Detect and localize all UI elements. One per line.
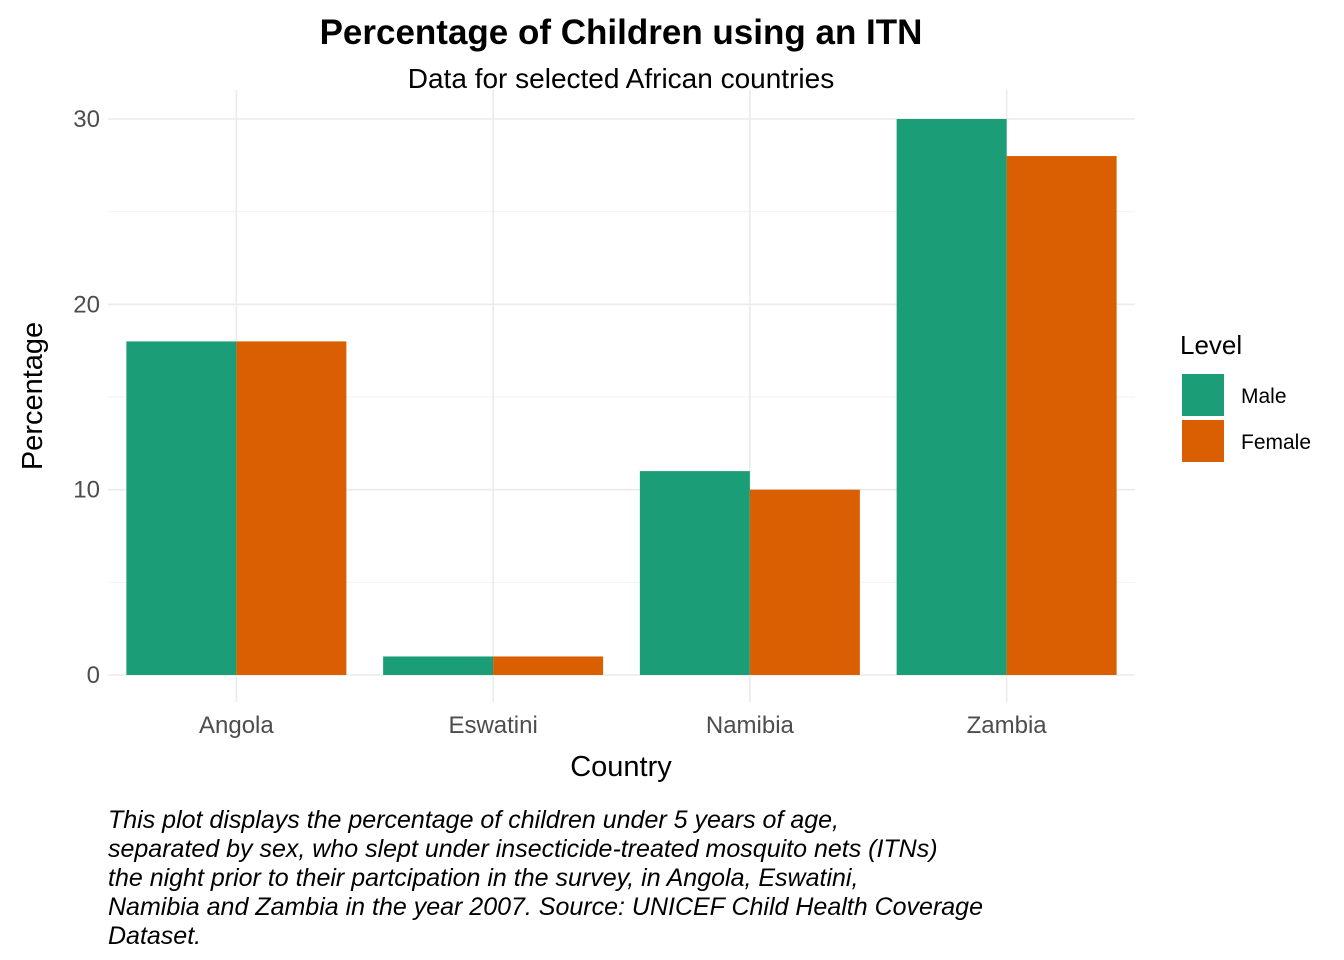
- bar-zambia-male: [896, 119, 1007, 675]
- y-tick-label: 30: [73, 106, 100, 133]
- legend: Level Male Female: [1180, 330, 1311, 462]
- chart-subtitle: Data for selected African countries: [408, 63, 834, 94]
- y-tick-label: 0: [87, 662, 100, 689]
- caption: This plot displays the percentage of chi…: [108, 806, 1108, 951]
- chart-title: Percentage of Children using an ITN: [320, 13, 923, 52]
- legend-key-male: [1182, 374, 1224, 416]
- bar-eswatini-female: [493, 656, 604, 675]
- legend-key-female: [1182, 420, 1224, 462]
- legend-label-male: Male: [1241, 385, 1287, 408]
- bar-angola-female: [236, 341, 347, 675]
- x-tick-label: Angola: [199, 712, 274, 739]
- legend-label-female: Female: [1241, 431, 1311, 454]
- caption-line: separated by sex, who slept under insect…: [108, 835, 938, 863]
- bar-angola-male: [126, 341, 237, 675]
- caption-line: Dataset.: [108, 922, 202, 950]
- caption-line: This plot displays the percentage of chi…: [108, 806, 839, 834]
- x-tick-label: Eswatini: [448, 712, 537, 739]
- y-tick-label: 10: [73, 477, 100, 504]
- bars: [126, 119, 1117, 676]
- y-axis-title: Percentage: [17, 322, 49, 470]
- legend-title: Level: [1180, 330, 1242, 360]
- x-tick-label: Namibia: [706, 712, 795, 739]
- x-tick-label: Zambia: [967, 712, 1048, 739]
- x-axis-title: Country: [570, 751, 672, 783]
- caption-line: Namibia and Zambia in the year 2007. Sou…: [108, 893, 983, 921]
- y-tick-label: 20: [73, 291, 100, 318]
- y-axis-ticks: 0 10 20 30: [73, 106, 100, 689]
- caption-line: the night prior to their partcipation in…: [108, 864, 859, 892]
- x-axis-ticks: Angola Eswatini Namibia Zambia: [199, 712, 1047, 739]
- bar-namibia-female: [749, 489, 860, 675]
- bar-namibia-male: [639, 471, 750, 675]
- bar-eswatini-male: [383, 656, 494, 675]
- bar-zambia-female: [1006, 156, 1117, 676]
